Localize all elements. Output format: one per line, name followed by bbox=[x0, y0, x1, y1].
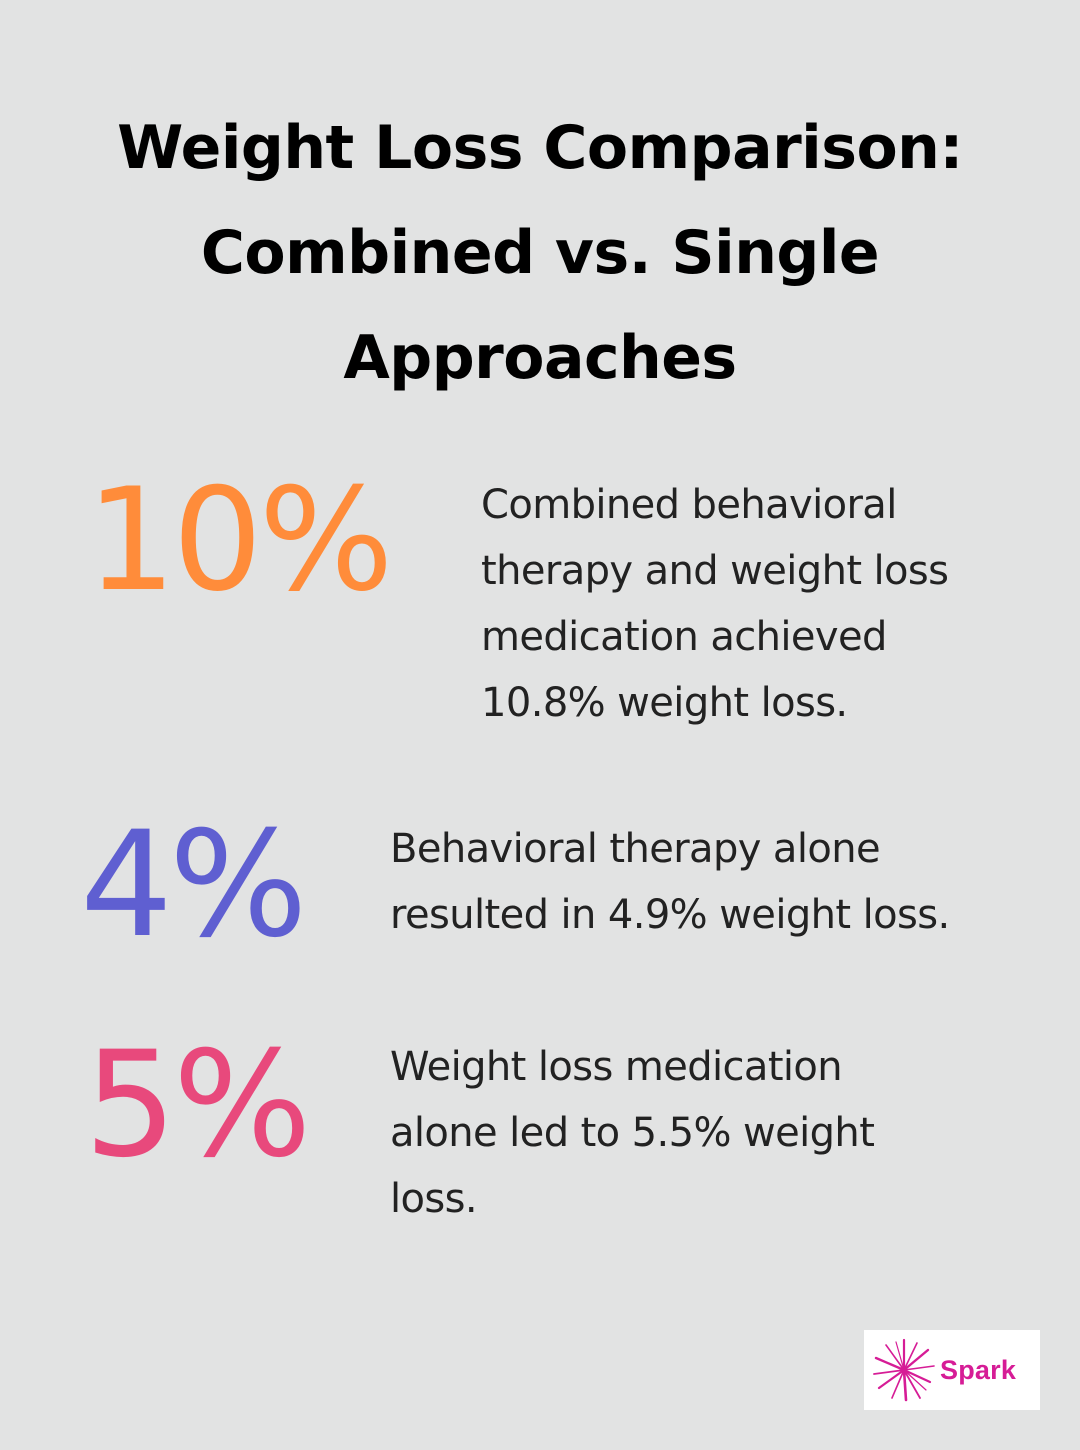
stat-combined-value: 10% bbox=[86, 458, 394, 623]
logo-text: Spark bbox=[940, 1354, 1017, 1385]
stat-medication-value: 5% bbox=[84, 1020, 312, 1190]
spark-burst-icon bbox=[873, 1338, 935, 1402]
title-line-1: Weight Loss Comparison: bbox=[117, 113, 963, 183]
stat-medication-desc-line: Weight loss medication bbox=[390, 1044, 843, 1090]
stat-medication-description: Weight loss medication alone led to 5.5%… bbox=[390, 1034, 875, 1232]
page-title: Weight Loss Comparison: Combined vs. Sin… bbox=[40, 96, 1040, 411]
stat-combined-desc-line: 10.8% weight loss. bbox=[481, 680, 848, 726]
stat-behavioral-description: Behavioral therapy alone resulted in 4.9… bbox=[390, 816, 950, 948]
stat-behavioral-value: 4% bbox=[80, 800, 308, 970]
stat-behavioral-desc-line: Behavioral therapy alone bbox=[390, 826, 881, 872]
stat-combined-desc-line: medication achieved bbox=[481, 614, 887, 660]
spark-logo: Spark bbox=[864, 1330, 1040, 1410]
stat-combined-description: Combined behavioral therapy and weight l… bbox=[481, 472, 949, 736]
stat-combined-desc-line: therapy and weight loss bbox=[481, 548, 949, 594]
title-line-3: Approaches bbox=[343, 323, 737, 393]
stat-medication-desc-line: loss. bbox=[390, 1176, 478, 1222]
title-line-2: Combined vs. Single bbox=[200, 218, 880, 288]
stat-combined-desc-line: Combined behavioral bbox=[481, 482, 897, 528]
stat-behavioral-desc-line: resulted in 4.9% weight loss. bbox=[390, 892, 950, 938]
stat-medication-desc-line: alone led to 5.5% weight bbox=[390, 1110, 875, 1156]
